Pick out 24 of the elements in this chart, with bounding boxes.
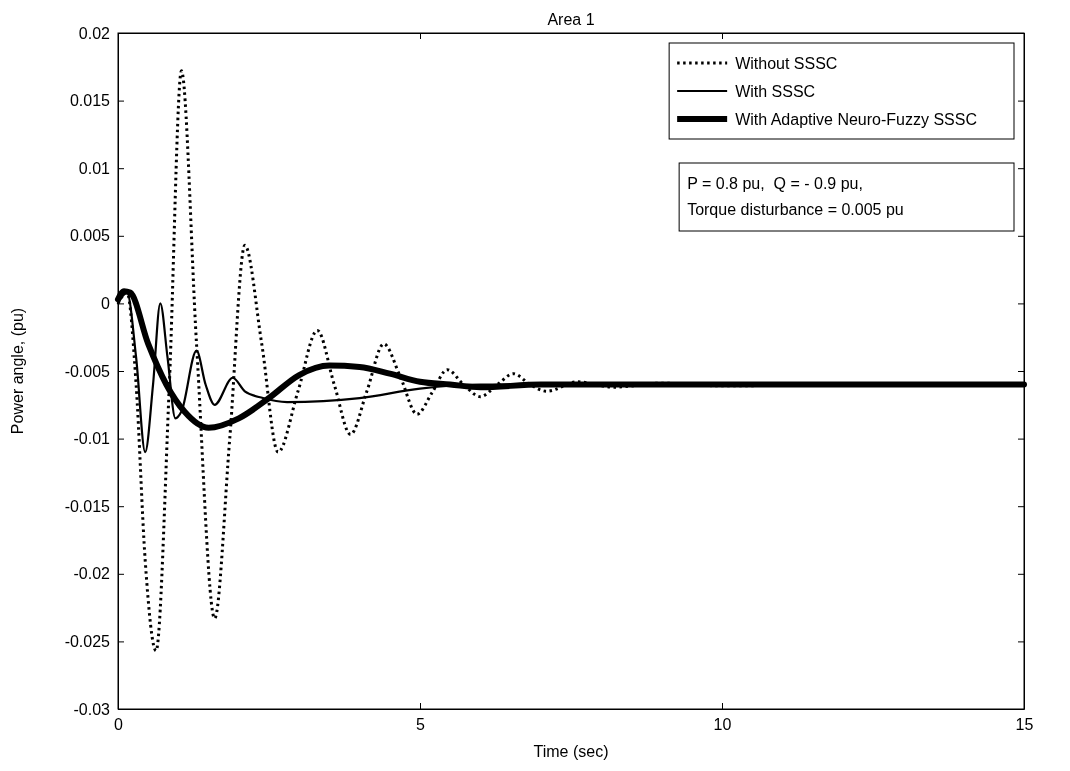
y-axis-title: Power angle, (pu) (9, 307, 26, 435)
chart-title: Area 1 (547, 11, 595, 28)
y-tick-label: -0.02 (73, 565, 111, 583)
x-tick-label: 0 (114, 716, 124, 734)
y-tick-label: 0.02 (78, 24, 111, 42)
y-tick-label: 0 (101, 295, 111, 313)
legend-label: With SSSC (735, 83, 816, 100)
y-tick-label: -0.025 (64, 633, 111, 651)
note-box: P = 0.8 pu, Q = - 0.9 pu, Torque disturbance = 0.005 pu (678, 162, 1015, 232)
y-tick-label: 0.005 (69, 227, 111, 245)
x-tick-label: 10 (713, 716, 732, 734)
x-tick-label: 15 (1015, 716, 1034, 734)
x-axis-title: Time (sec) (533, 743, 609, 760)
y-tick-label: 0.01 (78, 159, 111, 177)
annotation: Torque disturbance = 0.005 pu (687, 201, 904, 218)
x-tick-label: 5 (416, 716, 426, 734)
legend-label: With Adaptive Neuro-Fuzzy SSSC (735, 111, 978, 128)
annotation: P = 0.8 pu, Q = - 0.9 pu, (687, 175, 863, 192)
y-tick-label: -0.015 (64, 497, 111, 515)
legend-label: Without SSSC (735, 55, 838, 72)
y-tick-label: -0.01 (73, 430, 111, 448)
y-tick-label: -0.03 (73, 700, 111, 718)
y-tick-label: 0.015 (69, 92, 111, 110)
y-tick-label: -0.005 (64, 362, 111, 380)
